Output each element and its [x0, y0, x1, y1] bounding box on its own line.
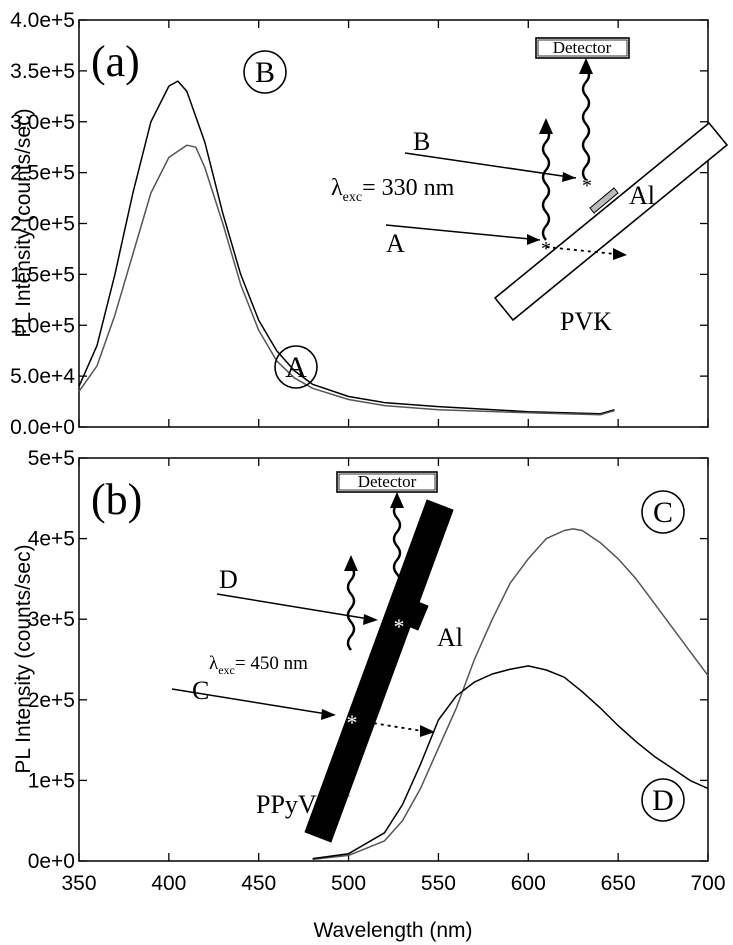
- panel-a-ytick-label: 2.0e+5: [10, 213, 75, 236]
- panel-a-ytick-label: 2.5e+5: [10, 162, 75, 185]
- al-electrode-b: [397, 597, 429, 631]
- label-b-circle: [243, 50, 287, 94]
- panel-b-label: (b): [91, 475, 142, 524]
- ppyvpv-label: PPyVPV: [256, 790, 350, 819]
- emission-wave-b2: [392, 503, 402, 603]
- detector-label-a: Detector: [553, 38, 612, 57]
- beam-d-label: D: [219, 565, 238, 594]
- series-b-line: [78, 80, 615, 415]
- al-label-a: Al: [629, 181, 655, 210]
- beam-b-label: B: [413, 127, 430, 156]
- detector-box-b: [336, 471, 438, 493]
- svg-text:*: *: [394, 614, 405, 639]
- label-a-circle: [274, 345, 318, 389]
- panel-b-ytick-label: 3e+5: [28, 608, 75, 631]
- panel-b-xtick-label: 650: [601, 872, 636, 895]
- transmitted-ray-a: [545, 246, 616, 255]
- panel-a-ylabel: PL Intensity (counts/sec): [12, 108, 35, 337]
- curve-label-d: D: [652, 784, 674, 817]
- beam-c-line: [171, 688, 334, 716]
- al-electrode-a: [589, 187, 619, 214]
- panel-b-ytick-label: 1e+5: [28, 769, 75, 792]
- panel-a-label: (a): [91, 37, 140, 86]
- beam-c-label: C: [192, 676, 209, 705]
- inset-diagram-a: Detector * * B A λexc= 330 n: [331, 37, 729, 336]
- panel-a-ytick-label: 1.0e+5: [10, 314, 75, 337]
- svg-text:*: *: [541, 238, 551, 260]
- panel-b-ytick-label: 5e+5: [28, 447, 75, 470]
- panel-b-xtick-label: 350: [61, 872, 96, 895]
- panel-a-ytick-label: 1.5e+5: [10, 263, 75, 286]
- detector-box-a: [535, 37, 630, 59]
- panel-a-ytick-label: 3.5e+5: [10, 60, 75, 83]
- panel-b-frame: [78, 457, 709, 862]
- excitation-a: λexc= 330 nm: [331, 175, 455, 205]
- excitation-b: λexc= 450 nm: [209, 653, 308, 677]
- beam-a-label: A: [386, 229, 405, 258]
- svg-text:*: *: [582, 175, 592, 197]
- label-d-circle: [641, 778, 685, 822]
- panel-b-xtick-label: 700: [690, 872, 725, 895]
- svg-text:*: *: [347, 710, 358, 735]
- panel-b-ytick-label: 2e+5: [28, 689, 75, 712]
- series-d-line: [312, 665, 709, 860]
- panel-a: PL Intensity (counts/sec) 0.0e+0 5.0e+4 1.…: [10, 9, 729, 439]
- emission-wave-a2: [581, 67, 591, 181]
- panel-b-xtick-label: 600: [511, 872, 546, 895]
- panel-b-xtick-label: 550: [421, 872, 456, 895]
- beam-a-line: [385, 224, 541, 241]
- emission-wave-a1: [541, 127, 551, 241]
- pvk-film: [493, 121, 729, 322]
- panel-b-xtick-label: 500: [331, 872, 366, 895]
- series-c-line: [312, 528, 709, 861]
- beam-b-line: [404, 152, 577, 179]
- panel-a-ytick-label: 4.0e+5: [10, 9, 75, 32]
- panel-a-ytick-label: 3.0e+5: [10, 111, 75, 134]
- detector-label-b: Detector: [358, 472, 417, 491]
- emission-wave-b1: [346, 565, 356, 651]
- curve-label-b: B: [255, 56, 275, 89]
- al-label-b: Al: [437, 623, 463, 652]
- panel-b-ylabel: PL Intensity (counts/sec): [12, 544, 35, 773]
- panel-b-xtick-label: 450: [241, 872, 276, 895]
- panel-b-ytick-label: 0e+0: [28, 850, 75, 873]
- panel-b-xtick-label: 400: [151, 872, 186, 895]
- panel-b-ytick-label: 4e+5: [28, 528, 75, 551]
- curve-label-c: C: [653, 496, 673, 529]
- panel-a-ytick-label: 0.0e+0: [10, 416, 75, 439]
- panel-b-xlabel: Wavelength (nm): [313, 919, 472, 942]
- series-a-line: [78, 144, 615, 416]
- curve-label-a: A: [285, 351, 307, 384]
- ppyvpv-film: [304, 499, 454, 843]
- inset-diagram-b: Detector * * D C λexc= 450 n: [171, 471, 463, 843]
- panel-a-ytick-label: 5.0e+4: [10, 365, 75, 388]
- panel-b: PL Intensity (counts/sec) Wavelength (nm…: [12, 447, 726, 942]
- label-c-circle: [641, 490, 685, 534]
- pvk-label: PVK: [560, 307, 612, 336]
